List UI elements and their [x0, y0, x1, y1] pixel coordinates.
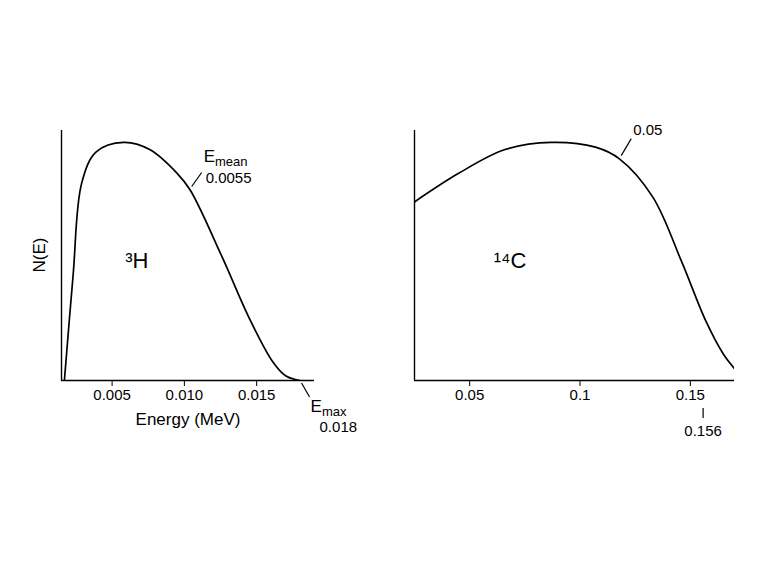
svg-text:0.0055: 0.0055 — [206, 169, 252, 186]
svg-text:³H: ³H — [125, 248, 148, 273]
svg-text:Emean: Emean — [204, 147, 248, 169]
svg-text:0.018: 0.018 — [320, 418, 358, 435]
svg-text:Energy (MeV): Energy (MeV) — [136, 410, 241, 429]
svg-text:0.156: 0.156 — [684, 422, 722, 439]
svg-text:¹⁴C: ¹⁴C — [494, 248, 527, 273]
svg-text:0.15: 0.15 — [676, 386, 705, 403]
svg-text:0.010: 0.010 — [166, 386, 204, 403]
svg-text:N(E): N(E) — [30, 238, 49, 273]
svg-text:0.015: 0.015 — [238, 386, 276, 403]
svg-text:0.005: 0.005 — [93, 386, 131, 403]
svg-text:0.1: 0.1 — [570, 386, 591, 403]
svg-text:0.05: 0.05 — [455, 386, 484, 403]
svg-text:0.05: 0.05 — [633, 121, 662, 138]
svg-text:Emax: Emax — [311, 397, 347, 419]
